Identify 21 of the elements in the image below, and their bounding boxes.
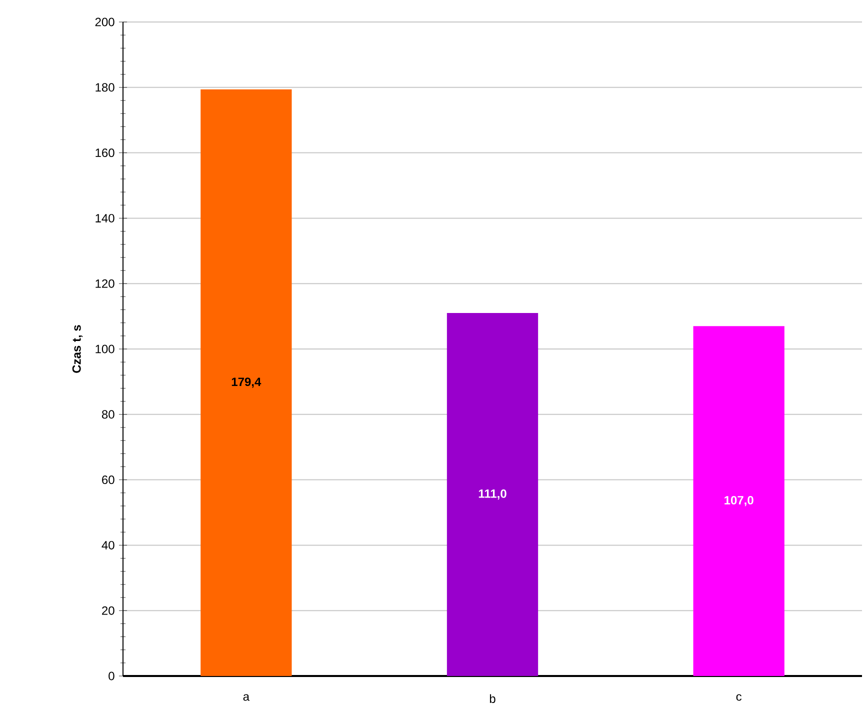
y-tick-label: 60 xyxy=(102,476,114,484)
y-tick-label: 100 xyxy=(96,344,114,354)
y-axis-title: Czas t, s xyxy=(72,325,83,373)
y-tick-label: 80 xyxy=(102,410,114,419)
x-tick-label: c xyxy=(736,694,742,701)
data-label: 107,0 xyxy=(724,496,754,506)
y-tick-label: 180 xyxy=(96,83,114,92)
data-label: 179,4 xyxy=(232,378,262,388)
y-tick-label: 20 xyxy=(102,606,114,615)
y-tick-label: 160 xyxy=(96,148,114,158)
y-tick-label: 140 xyxy=(96,214,114,222)
y-tick-label: 0 xyxy=(108,672,114,680)
data-label: 111,0 xyxy=(478,489,506,500)
x-tick-label: a xyxy=(243,694,250,701)
bar xyxy=(200,89,292,676)
y-tick-label: 120 xyxy=(96,279,114,288)
bar xyxy=(446,313,538,676)
y-tick-label: 200 xyxy=(95,18,114,26)
y-tick-label: 40 xyxy=(102,540,114,550)
x-tick-label: b xyxy=(490,694,496,704)
bar xyxy=(693,326,784,676)
